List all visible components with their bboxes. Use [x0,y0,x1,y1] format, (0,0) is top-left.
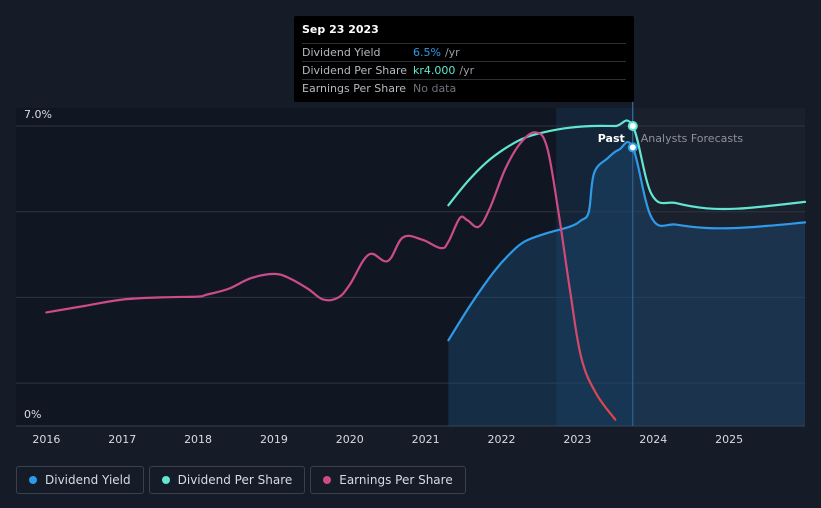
highlight-region [556,108,633,426]
x-tick-label: 2019 [260,433,288,446]
legend-item-dividend-yield[interactable]: Dividend Yield [16,466,144,494]
tooltip-label: Earnings Per Share [302,82,407,95]
x-tick-label: 2016 [32,433,60,446]
x-tick-label: 2024 [639,433,667,446]
x-tick-label: 2020 [336,433,364,446]
tooltip-label: Dividend Yield [302,46,381,59]
forecast-region [632,108,805,426]
earnings-per-share-line [45,131,617,421]
dividend-per-share-line [447,119,807,211]
tooltip-unit: /yr [459,64,475,77]
x-tick-label: 2023 [563,433,591,446]
legend-label: Dividend Per Share [177,473,293,487]
past-label: Past [598,132,625,145]
legend-item-dividend-per-share[interactable]: Dividend Per Share [148,466,306,494]
tooltip-label: Dividend Per Share [302,64,408,77]
tooltip-row-dividend-per-share: Dividend Per Share kr4.000 /yr [302,61,626,79]
tooltip-value: No data [413,82,457,95]
tooltip-row-dividend-yield: Dividend Yield 6.5% /yr [302,43,626,61]
dividend-yield-line [447,141,807,342]
chart-legend: Dividend Yield Dividend Per Share Earnin… [16,466,466,494]
y-axis-label-top: 7.0% [24,108,52,121]
forecast-label: Analysts Forecasts [641,132,744,145]
tooltip-date: Sep 23 2023 [302,23,379,36]
y-axis-label-bottom: 0% [24,408,41,421]
chart-tooltip: Sep 23 2023 Dividend Yield 6.5% /yr Divi… [294,16,634,102]
dividend-yield-area [448,142,805,426]
legend-label: Earnings Per Share [339,473,453,487]
x-tick-label: 2022 [488,433,516,446]
tooltip-row-earnings-per-share: Earnings Per Share No data [302,79,626,97]
x-tick-label: 2025 [715,433,743,446]
x-tick-label: 2018 [184,433,212,446]
past-region [16,108,633,426]
legend-dot-icon [29,476,37,484]
legend-dot-icon [161,476,170,484]
tooltip-value: kr4.000 [413,64,456,77]
x-tick-label: 2017 [108,433,136,446]
series-marker [627,142,638,153]
tooltip-value: 6.5% [413,46,441,59]
legend-item-earnings-per-share[interactable]: Earnings Per Share [310,466,466,494]
tooltip-unit: /yr [444,46,460,59]
x-tick-label: 2021 [412,433,440,446]
series-marker [627,121,638,131]
legend-dot-icon [323,476,332,484]
legend-label: Dividend Yield [45,473,131,487]
